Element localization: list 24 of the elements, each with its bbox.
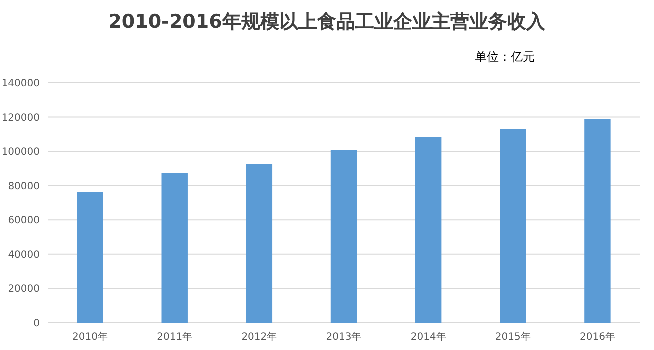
- bar: [584, 119, 611, 323]
- y-tick-label: 0: [34, 318, 40, 330]
- x-tick-label: 2010年: [72, 331, 108, 343]
- bar: [77, 192, 104, 323]
- y-tick-label: 40000: [8, 250, 40, 261]
- chart-subtitle: 单位：亿元: [475, 50, 535, 64]
- y-tick-label: 140000: [2, 78, 40, 90]
- x-tick-label: 2016年: [580, 331, 616, 343]
- bar: [415, 137, 442, 323]
- y-tick-label: 120000: [2, 112, 40, 124]
- bar: [330, 150, 358, 323]
- bar: [162, 173, 188, 323]
- bar: [500, 129, 526, 323]
- x-tick-label: 2011年: [157, 331, 193, 343]
- x-tick-label: 2015年: [495, 331, 531, 343]
- x-tick-label: 2014年: [410, 331, 446, 343]
- x-tick-label: 2012年: [242, 331, 278, 343]
- bar: [246, 164, 273, 323]
- y-tick-label: 20000: [8, 284, 40, 296]
- y-tick-label: 100000: [2, 147, 40, 158]
- chart-title: 2010-2016年规模以上食品工业企业主营业务收入: [108, 11, 546, 33]
- y-tick-label: 60000: [8, 216, 40, 227]
- x-tick-label: 2013年: [326, 331, 362, 343]
- y-tick-label: 80000: [8, 181, 40, 192]
